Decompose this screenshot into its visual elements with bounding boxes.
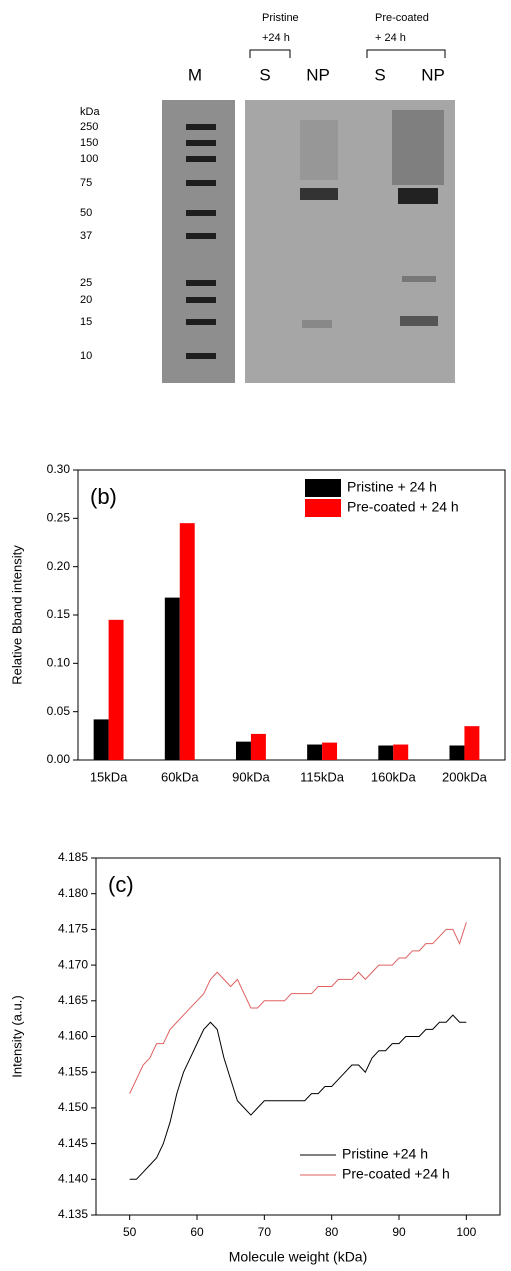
y-axis-title: Intensity (a.u.) [9, 995, 24, 1077]
legend-label: Pre-coated +24 h [342, 1166, 450, 1182]
legend-swatch [305, 499, 341, 517]
ladder-band [186, 124, 216, 130]
bar [236, 742, 251, 760]
ladder-marker: 37 [80, 230, 92, 242]
ladder-marker: 50 [80, 207, 92, 219]
legend-label: Pristine +24 h [342, 1146, 428, 1162]
ladder-band [186, 319, 216, 325]
x-tick-label: 100 [456, 1225, 476, 1239]
y-tick-label: 4.155 [58, 1064, 88, 1078]
bracket [250, 50, 290, 58]
bar [378, 746, 393, 761]
group-label: Pristine [262, 12, 299, 24]
lane-label: NP [306, 65, 330, 84]
gel-band [300, 188, 338, 200]
lane-label: S [374, 65, 385, 84]
y-tick-label: 4.140 [58, 1171, 88, 1185]
y-tick-label: 0.10 [47, 656, 71, 670]
x-tick-label: 90kDa [232, 769, 270, 784]
x-tick-label: 50 [123, 1225, 137, 1239]
y-tick-label: 4.175 [58, 922, 88, 936]
ladder-band [186, 233, 216, 239]
y-tick-label: 0.30 [47, 462, 71, 476]
bracket [367, 50, 445, 58]
gel-band [402, 276, 436, 282]
ladder-band [186, 156, 216, 162]
y-tick-label: 4.145 [58, 1136, 88, 1150]
y-tick-label: 4.165 [58, 993, 88, 1007]
gel-band [302, 320, 332, 328]
gel-band [398, 188, 438, 204]
y-tick-label: 4.150 [58, 1100, 88, 1114]
group-label: Pre-coated [375, 12, 429, 24]
y-tick-label: 4.160 [58, 1029, 88, 1043]
y-tick-label: 0.25 [47, 511, 71, 525]
y-tick-label: 4.180 [58, 886, 88, 900]
ladder-marker: 15 [80, 316, 92, 328]
legend-label: Pre-coated + 24 h [347, 499, 459, 515]
ladder-band [186, 180, 216, 186]
ladder-marker: 150 [80, 137, 98, 149]
ladder-band [186, 280, 216, 286]
bar [109, 620, 124, 760]
gel-smear [300, 120, 338, 180]
x-tick-label: 70 [258, 1225, 272, 1239]
bar [464, 726, 479, 760]
y-tick-label: 0.05 [47, 704, 71, 718]
y-tick-label: 0.15 [47, 607, 71, 621]
ladder-band [186, 297, 216, 303]
ladder-marker: 100 [80, 153, 98, 165]
ladder-marker: 10 [80, 350, 92, 362]
annotation: (c) [108, 872, 134, 897]
y-tick-label: 0.20 [47, 559, 71, 573]
y-tick-label: 4.170 [58, 957, 88, 971]
ladder-marker: 20 [80, 294, 92, 306]
x-tick-label: 90 [392, 1225, 406, 1239]
bar [393, 745, 408, 760]
group-label: +24 h [262, 32, 290, 44]
annotation: (b) [90, 484, 117, 509]
x-tick-label: 60kDa [161, 769, 199, 784]
bar [307, 745, 322, 760]
legend-swatch [305, 479, 341, 497]
figure: Pristine +24 h Pre-coated + 24 h M S NP S NP kDa 2… [0, 0, 511, 1271]
x-tick-label: 60 [190, 1225, 204, 1239]
bar [94, 719, 109, 760]
x-tick-label: 80 [325, 1225, 339, 1239]
bar [180, 523, 195, 760]
lane-label: NP [421, 65, 445, 84]
y-tick-label: 4.185 [58, 850, 88, 864]
bar [165, 598, 180, 760]
ladder-marker: 75 [80, 177, 92, 189]
legend-label: Pristine + 24 h [347, 479, 437, 495]
bar [322, 743, 337, 760]
y-tick-label: 0.00 [47, 752, 71, 766]
ladder-band [186, 140, 216, 146]
ladder-marker: 250 [80, 121, 98, 133]
lane-label: S [259, 65, 270, 84]
x-tick-label: 15kDa [90, 769, 128, 784]
ladder-unit: kDa [80, 106, 100, 118]
bar [449, 746, 464, 761]
x-tick-label: 200kDa [442, 769, 488, 784]
x-tick-label: 115kDa [300, 769, 345, 784]
gel-band [400, 316, 438, 326]
x-axis-title: Molecule weight (kDa) [229, 1249, 368, 1265]
lane-label: M [188, 65, 202, 84]
ladder-marker: 25 [80, 277, 92, 289]
ladder-band [186, 353, 216, 359]
gel-smear [392, 110, 444, 185]
y-tick-label: 4.135 [58, 1207, 88, 1221]
y-axis-title: Relative Bband intensity [9, 545, 24, 685]
x-tick-label: 160kDa [371, 769, 417, 784]
plot-frame [96, 858, 500, 1215]
ladder-band [186, 210, 216, 216]
group-label: + 24 h [375, 32, 406, 44]
line-series [130, 922, 467, 1093]
bar [251, 734, 266, 760]
